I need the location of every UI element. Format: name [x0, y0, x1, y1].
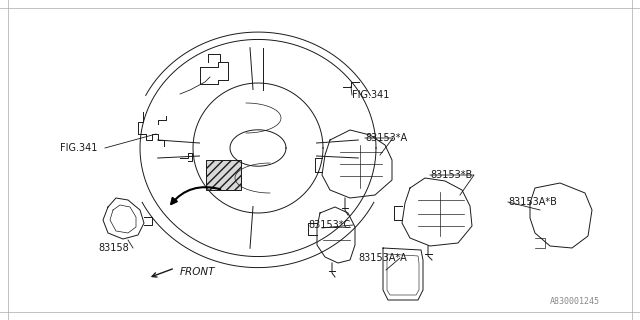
Text: FRONT: FRONT [180, 267, 216, 277]
Text: 83153A*A: 83153A*A [358, 253, 407, 263]
Text: 83153A*B: 83153A*B [508, 197, 557, 207]
Text: 83153*B: 83153*B [430, 170, 472, 180]
Text: 83158: 83158 [98, 243, 129, 253]
Text: FIG.341: FIG.341 [60, 143, 97, 153]
Text: 83153*C: 83153*C [308, 220, 350, 230]
Text: A830001245: A830001245 [550, 297, 600, 306]
Bar [206, 160, 241, 190]
Text: 83153*A: 83153*A [365, 133, 407, 143]
Text: FIG.341: FIG.341 [352, 90, 389, 100]
